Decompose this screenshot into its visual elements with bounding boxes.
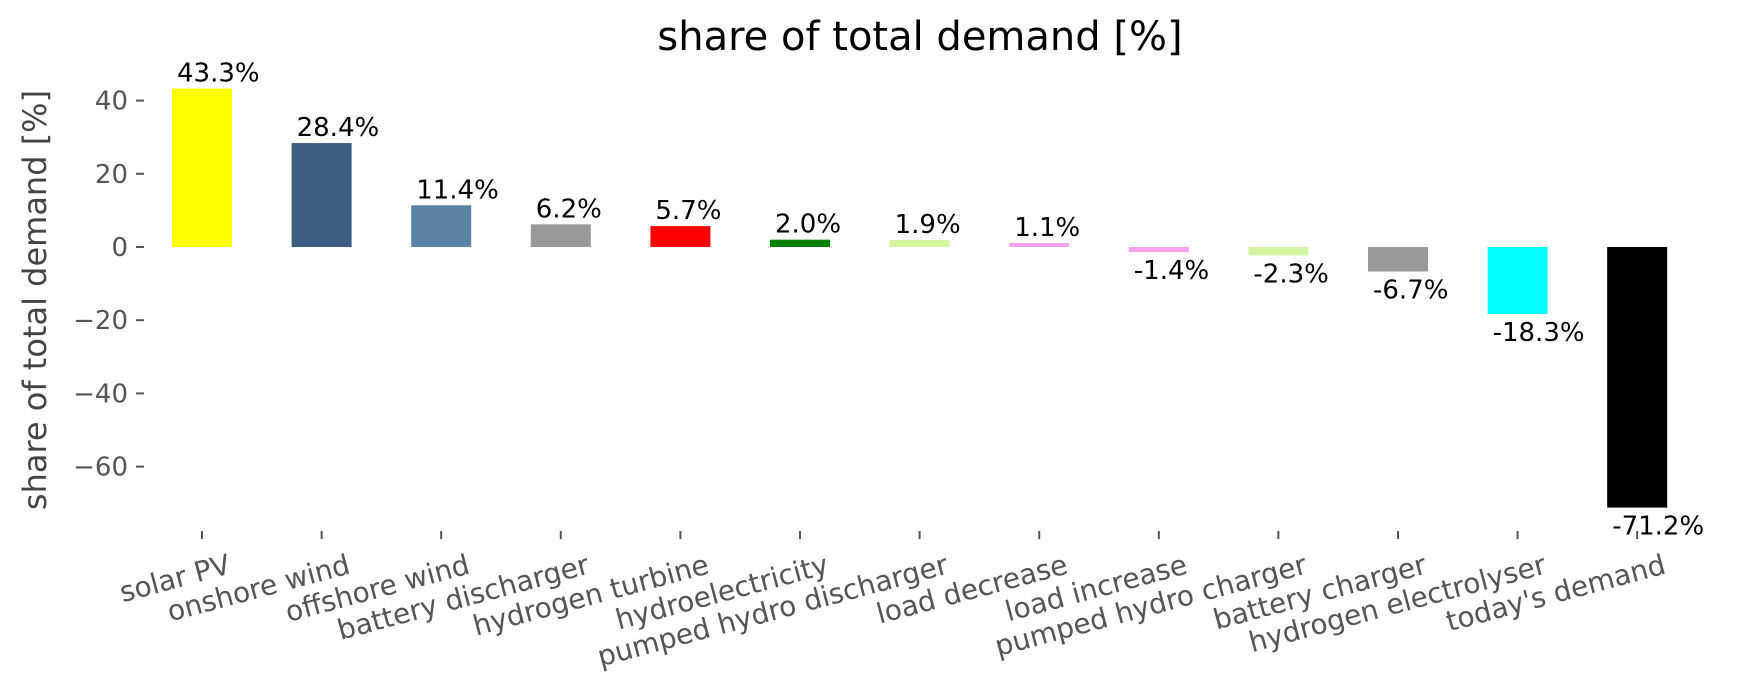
bar-value-label: 2.0% <box>775 210 841 240</box>
y-tick-label: −40 <box>73 379 128 409</box>
bar <box>1248 247 1309 256</box>
bar-value-label: 43.3% <box>177 59 260 89</box>
bar-value-label: -1.4% <box>1134 256 1209 286</box>
bar <box>770 239 830 247</box>
bar-value-label: 1.9% <box>895 210 961 240</box>
bar <box>1128 247 1189 253</box>
y-axis-ticks: 40 20 0 −20 −40 −60 <box>73 87 144 483</box>
bar-value-label: -71.2% <box>1612 512 1704 542</box>
bar-value-label: -6.7% <box>1373 276 1448 306</box>
bar-value-label: 11.4% <box>416 175 499 205</box>
bar <box>650 226 711 247</box>
bar <box>172 88 232 247</box>
bar <box>1009 242 1070 247</box>
bar <box>1368 247 1428 272</box>
y-tick-label: 0 <box>111 233 128 263</box>
bar <box>411 205 472 247</box>
y-axis-label: share of total demand [%] <box>16 90 54 510</box>
bar-value-label: 28.4% <box>297 113 380 143</box>
bar <box>530 224 591 247</box>
bar <box>1607 247 1668 508</box>
value-labels-group: 43.3% 28.4% 11.4% 6.2% 5.7% 2.0% 1.9% 1.1% -1.4%… <box>177 59 1704 542</box>
chart-title: share of total demand [%] <box>657 14 1182 60</box>
bar <box>889 240 950 247</box>
bar-value-label: -2.3% <box>1253 259 1328 289</box>
y-tick-label: 40 <box>95 87 128 117</box>
bar-value-label: 6.2% <box>536 194 602 224</box>
bar <box>291 143 352 247</box>
y-tick-label: 20 <box>95 160 128 190</box>
bar-value-label: 1.1% <box>1014 213 1080 243</box>
bar <box>1487 247 1548 314</box>
y-tick-label: −60 <box>73 453 128 483</box>
y-tick-label: −20 <box>73 306 128 336</box>
bar-value-label: 5.7% <box>655 196 721 226</box>
bar-value-label: -18.3% <box>1493 318 1585 348</box>
bars-group <box>172 88 1668 508</box>
